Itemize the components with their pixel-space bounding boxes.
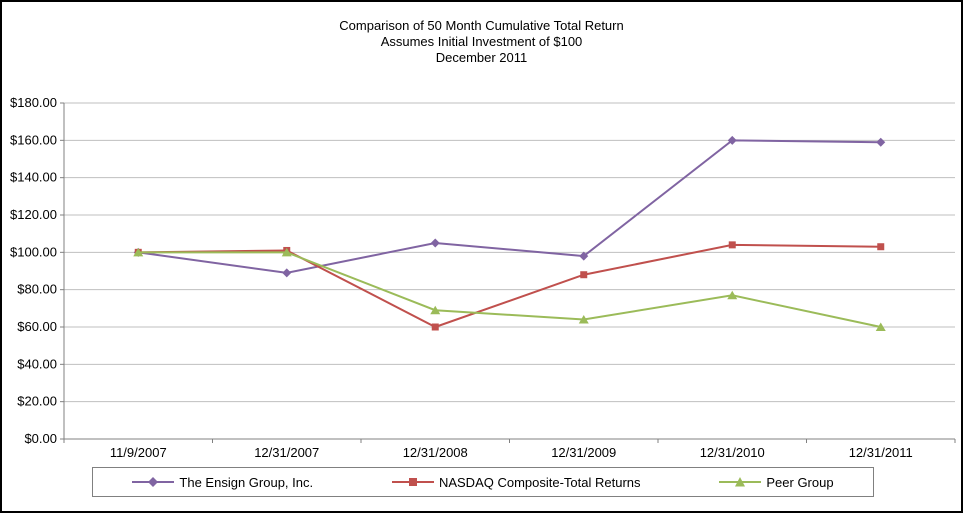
marker-triangle — [133, 247, 144, 257]
chart-plot-area: $0.00 $20.00 $40.00 $60.00 $80.00 $100.00 $120… — [10, 95, 956, 460]
marker-triangle — [875, 322, 886, 331]
x-axis-label: 12/31/2007 — [254, 445, 319, 460]
marker-diamond — [282, 268, 292, 278]
marker-square — [580, 271, 588, 279]
marker-square — [431, 323, 439, 331]
series-line-0 — [138, 139, 881, 274]
chart-title-block: Comparison of 50 Month Cumulative Total … — [2, 18, 961, 66]
series-line-1 — [138, 243, 881, 329]
marker-diamond — [876, 137, 886, 147]
y-axis-label: $100.00 — [10, 244, 57, 259]
chart-legend: The Ensign Group, Inc. NASDAQ Composite-… — [92, 467, 874, 497]
x-axis-label: 12/31/2008 — [403, 445, 468, 460]
marker-diamond — [430, 238, 440, 248]
legend-marker-square-icon — [391, 478, 434, 486]
marker-diamond — [727, 135, 737, 145]
legend-item-ensign: The Ensign Group, Inc. — [132, 475, 313, 490]
chart-period: December 2011 — [435, 50, 528, 65]
marker-triangle — [727, 290, 738, 300]
y-axis-label: $180.00 — [10, 95, 57, 110]
marker-triangle — [578, 315, 589, 324]
y-axis-label: $160.00 — [10, 132, 57, 147]
legend-marker-diamond-icon — [132, 477, 175, 487]
x-axis-label: 11/9/2007 — [110, 445, 167, 460]
marker-square — [728, 241, 736, 249]
y-axis-label: $140.00 — [10, 170, 57, 185]
x-axis-label: 12/31/2010 — [700, 445, 765, 460]
marker-diamond — [579, 251, 589, 261]
legend-item-peer: Peer Group — [719, 474, 834, 490]
y-axis-label: $120.00 — [10, 207, 57, 222]
y-axis-label: $40.00 — [17, 356, 57, 371]
legend-label: Peer Group — [766, 474, 834, 490]
marker-triangle — [430, 305, 441, 315]
legend-item-nasdaq: NASDAQ Composite-Total Returns — [391, 474, 641, 490]
y-axis-label: $0.00 — [24, 431, 57, 446]
y-axis-label: $20.00 — [17, 394, 57, 409]
legend-marker-triangle-icon — [719, 477, 762, 487]
marker-triangle — [281, 247, 292, 257]
chart-title: Comparison of 50 Month Cumulative Total … — [339, 18, 624, 33]
marker-square — [877, 243, 885, 251]
y-axis-label: $80.00 — [17, 282, 57, 297]
series-line-2 — [138, 251, 881, 328]
chart-subtitle: Assumes Initial Investment of $100 — [380, 34, 583, 49]
legend-label: The Ensign Group, Inc. — [179, 474, 314, 490]
y-axis-label: $60.00 — [17, 319, 57, 334]
x-axis-label: 12/31/2009 — [551, 445, 616, 460]
x-axis-label: 12/31/2011 — [849, 445, 913, 460]
legend-label: NASDAQ Composite-Total Returns — [438, 474, 641, 490]
